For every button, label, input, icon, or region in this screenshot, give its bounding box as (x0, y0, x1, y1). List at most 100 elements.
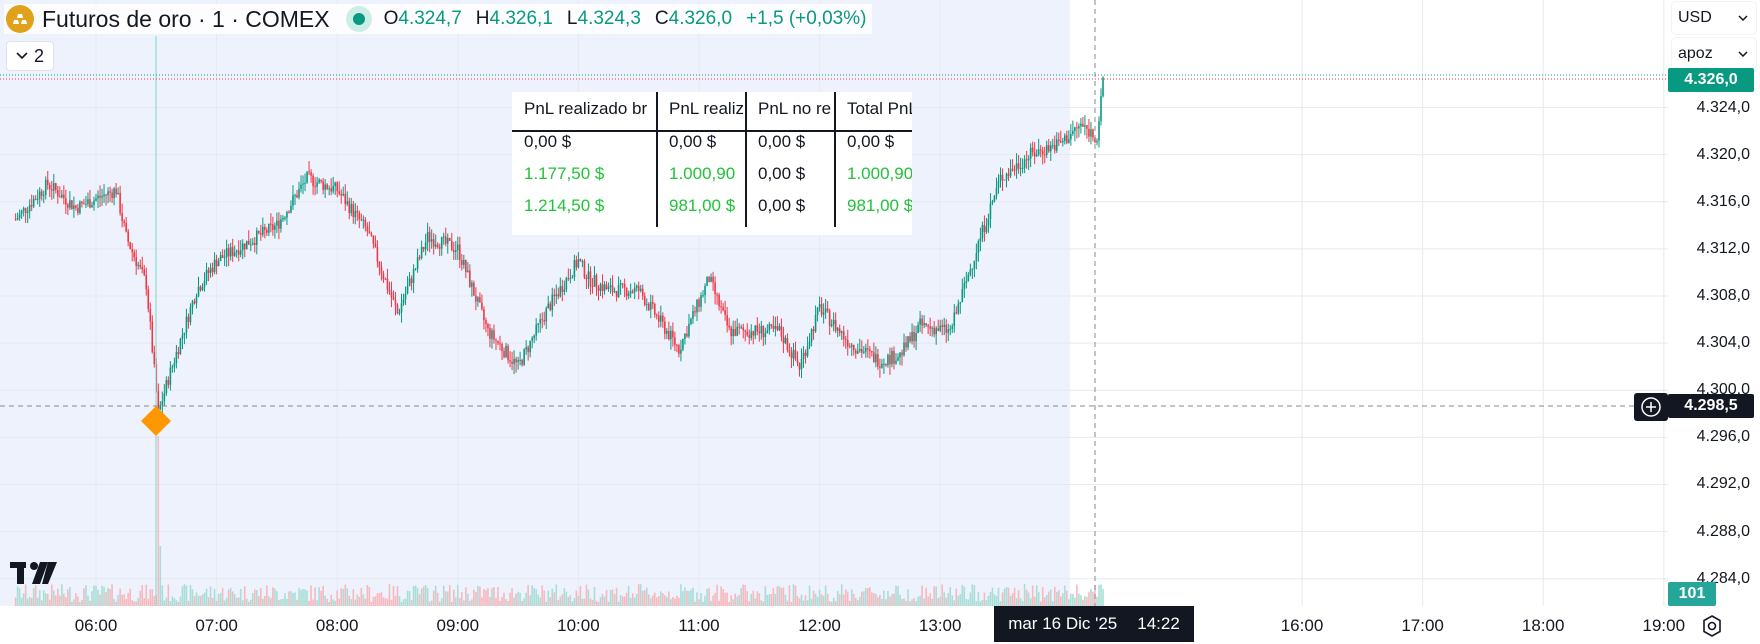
candle-body (863, 351, 865, 353)
trade-marker-diamond[interactable] (141, 406, 171, 436)
candle-body (125, 222, 127, 232)
volume-bar (444, 591, 447, 606)
time-axis[interactable]: 06:00 07:00 08:00 09:00 10:00 11:00 12:00 13:00… (0, 606, 1760, 644)
volume-bar (1096, 596, 1098, 606)
scale-mode-select[interactable]: apoz (1672, 38, 1756, 70)
candle-body (521, 359, 523, 365)
volume-bar (651, 595, 654, 606)
candle-body (440, 237, 443, 249)
candle-body (199, 286, 202, 291)
candle-body (778, 326, 781, 330)
volume-bar (692, 587, 694, 606)
volume-bar (1064, 585, 1066, 606)
candle-body (790, 352, 793, 359)
volume-bar (438, 601, 441, 606)
volume-bar (838, 594, 841, 606)
volume-bar (1086, 596, 1088, 606)
volume-bar (647, 594, 650, 606)
candle-body (1001, 174, 1004, 181)
volume-bar (543, 590, 546, 606)
volume-bar (157, 436, 160, 606)
volume-bar (205, 588, 208, 606)
volume-bar (744, 584, 747, 606)
candle-body (945, 324, 948, 333)
volume-bar (475, 591, 477, 606)
volume-bar (304, 589, 306, 606)
candle-body (633, 287, 636, 293)
volume-bar (714, 592, 716, 606)
volume-bar (38, 590, 41, 606)
volume-bar (569, 595, 572, 606)
volume-bar (330, 594, 332, 606)
candle-body (517, 360, 519, 363)
volume-bar (59, 595, 61, 606)
volume-bar (662, 593, 664, 606)
candle-body (513, 359, 515, 364)
candle-body (109, 191, 111, 193)
candle-body (591, 286, 594, 288)
volume-bar (380, 592, 383, 606)
candle-body (402, 299, 405, 304)
add-alert-button[interactable] (1634, 393, 1668, 421)
candle-body (48, 184, 51, 190)
volume-bar (272, 587, 274, 606)
candle-body (457, 244, 459, 251)
volume-bar (561, 594, 564, 606)
volume-bar (117, 594, 119, 606)
tradingview-logo-icon[interactable] (10, 560, 58, 586)
candle-body (786, 338, 789, 351)
volume-bar (362, 594, 365, 606)
table-header: PnL realiz (669, 99, 744, 118)
volume-bar (219, 593, 222, 606)
candle-body (65, 198, 67, 205)
currency-select[interactable]: USD (1672, 2, 1756, 34)
volume-bar (1023, 584, 1026, 606)
candle-body (181, 335, 184, 339)
volume-bar (1088, 592, 1090, 606)
candle-body (1049, 145, 1052, 152)
volume-bar (881, 599, 883, 606)
candle-body (95, 198, 97, 201)
volume-bar (199, 596, 202, 606)
candle-body (991, 201, 994, 204)
volume-bar (913, 598, 915, 606)
candle-body (444, 236, 447, 244)
volume-bar (515, 593, 517, 606)
candle-body (1025, 159, 1028, 161)
volume-bar (34, 585, 37, 606)
candle-body (593, 275, 596, 287)
chevron-down-icon (1738, 51, 1748, 57)
candle-body (1011, 168, 1014, 171)
candle-body (231, 247, 234, 256)
table-cell: 981,00 $ (669, 196, 736, 215)
candle-body (581, 261, 584, 263)
volume-bar (768, 594, 771, 606)
candle-body (258, 230, 260, 234)
gear-icon[interactable] (1700, 614, 1724, 638)
symbol-title[interactable]: Futuros de oro · 1 · COMEX (42, 5, 330, 32)
candle-body (808, 341, 811, 347)
candle-body (1068, 139, 1070, 143)
volume-bar (848, 600, 851, 606)
volume-bar (557, 600, 560, 606)
volume-bar (802, 600, 805, 606)
candle-body (32, 198, 35, 207)
volume-bar (368, 587, 371, 606)
candle-body (344, 194, 347, 205)
volume-bar (378, 593, 381, 606)
indicators-collapse-button[interactable]: 2 (6, 41, 54, 71)
volume-bar (897, 586, 899, 606)
price-tick-label: 4.292,0 (1696, 475, 1750, 493)
candle-body (716, 294, 718, 296)
volume-bar (332, 599, 334, 606)
table-cell: 1.000,90 (847, 164, 912, 183)
price-axis[interactable]: 4.284,0 4.288,0 4.292,0 4.296,0 4.300,0 4.304… (1668, 0, 1760, 606)
volume-bar (806, 600, 809, 606)
table-divider (656, 92, 658, 227)
candle-body (846, 340, 849, 347)
volume-bar (268, 596, 270, 606)
candle-body (372, 235, 375, 244)
candle-body (211, 267, 214, 273)
market-open-status-icon[interactable] (345, 6, 372, 32)
candle-body (73, 205, 75, 209)
